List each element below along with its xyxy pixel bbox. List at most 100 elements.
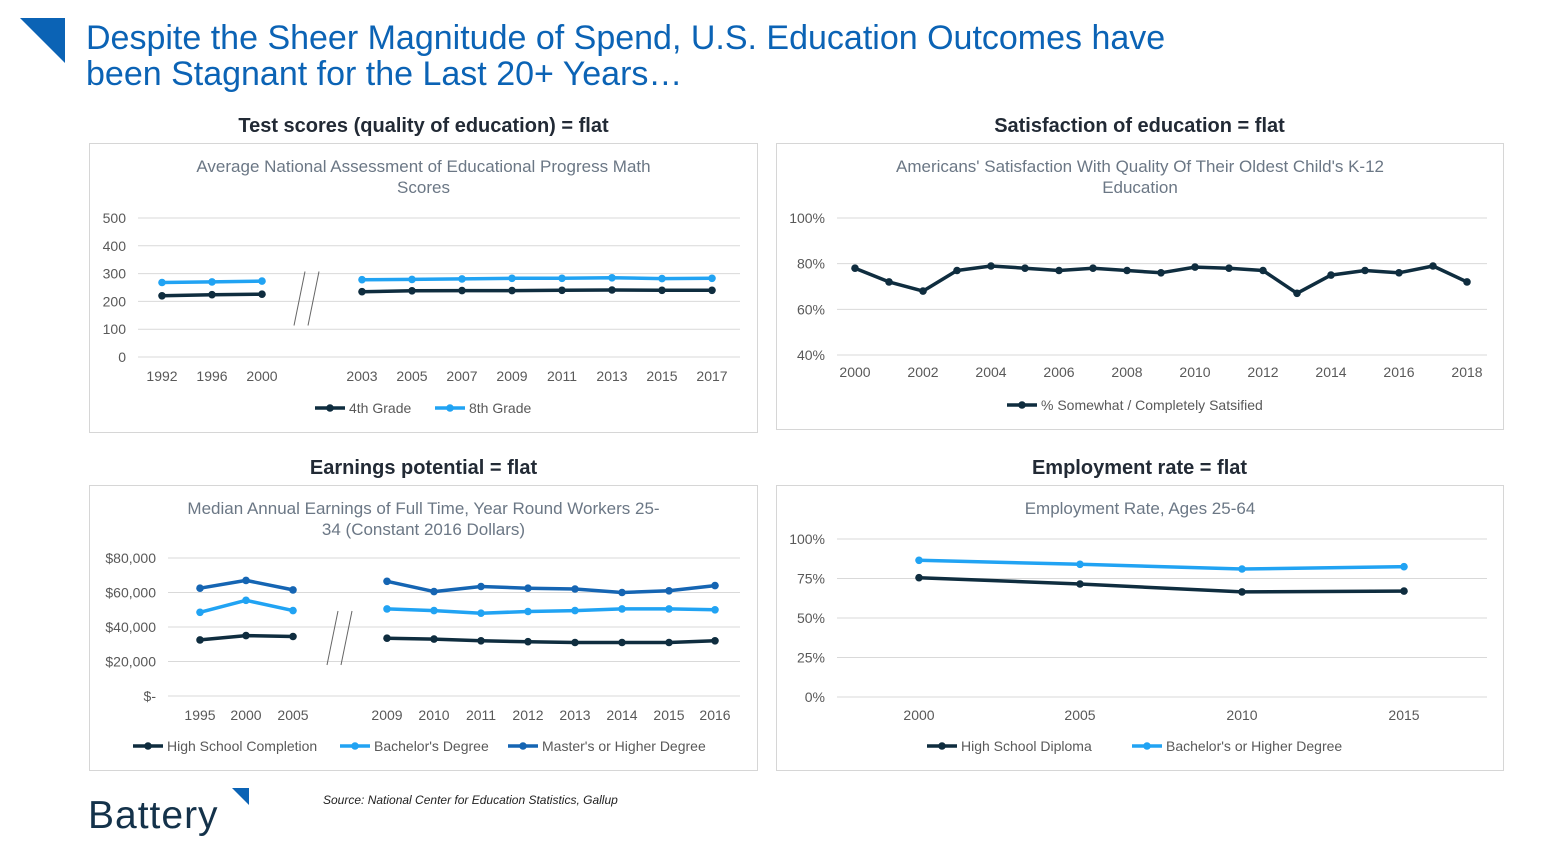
data-point bbox=[158, 292, 166, 300]
data-point bbox=[258, 277, 266, 285]
data-point bbox=[1293, 289, 1301, 298]
chart-satisfaction: Americans' Satisfaction With Quality Of … bbox=[789, 157, 1487, 413]
axis-break-mark bbox=[293, 271, 306, 326]
x-tick-label: 2013 bbox=[559, 707, 590, 723]
x-tick-label: 2013 bbox=[596, 368, 627, 384]
data-point bbox=[358, 287, 366, 296]
data-point bbox=[711, 606, 719, 614]
series-line bbox=[361, 288, 712, 294]
legend-swatch-marker bbox=[446, 404, 454, 412]
data-point bbox=[1225, 264, 1233, 272]
y-tick-label: $40,000 bbox=[105, 619, 156, 635]
x-tick-label: 1995 bbox=[184, 707, 215, 723]
x-tick-label: 2014 bbox=[1315, 364, 1346, 380]
data-point bbox=[1238, 565, 1246, 573]
chart-earnings: Median Annual Earnings of Full Time, Yea… bbox=[105, 499, 740, 754]
x-tick-label: 2016 bbox=[1383, 364, 1414, 380]
x-tick-label: 1996 bbox=[196, 368, 227, 384]
data-point bbox=[1429, 262, 1437, 270]
data-point bbox=[242, 631, 250, 640]
data-point bbox=[1191, 263, 1199, 271]
data-point bbox=[358, 275, 366, 284]
x-tick-label: 2005 bbox=[277, 707, 308, 723]
data-point bbox=[524, 584, 532, 592]
legend-swatch-marker bbox=[144, 742, 152, 750]
legend-label: 4th Grade bbox=[349, 400, 411, 416]
data-point bbox=[458, 286, 466, 295]
data-point bbox=[477, 582, 485, 591]
y-tick-label: 0 bbox=[118, 349, 126, 365]
y-tick-label: $20,000 bbox=[105, 654, 156, 670]
y-tick-label: 80% bbox=[797, 256, 825, 272]
x-tick-label: 2017 bbox=[696, 368, 727, 384]
data-point bbox=[1076, 580, 1084, 588]
x-tick-label: 2007 bbox=[446, 368, 477, 384]
chart-title-line: Education bbox=[1102, 178, 1178, 197]
series-line bbox=[361, 276, 713, 282]
axis-break-mark bbox=[340, 610, 353, 666]
data-point bbox=[1123, 266, 1131, 275]
legend-swatch-marker bbox=[1143, 742, 1151, 750]
data-point bbox=[851, 264, 859, 272]
chart-title-line: Scores bbox=[397, 178, 450, 197]
data-point bbox=[618, 638, 626, 647]
corner-accent-triangle bbox=[20, 18, 65, 63]
x-tick-label: 1992 bbox=[146, 368, 177, 384]
data-point bbox=[1021, 264, 1029, 272]
data-point bbox=[1157, 269, 1165, 277]
data-point bbox=[196, 584, 204, 592]
data-point bbox=[665, 587, 673, 595]
y-tick-label: 25% bbox=[797, 650, 825, 666]
data-point bbox=[458, 275, 466, 283]
data-point bbox=[618, 605, 626, 613]
data-point bbox=[477, 637, 485, 645]
data-point bbox=[1238, 588, 1246, 596]
data-point bbox=[208, 278, 216, 286]
x-tick-label: 2000 bbox=[230, 707, 261, 723]
legend-swatch-marker bbox=[351, 742, 359, 750]
chart-box-earnings: Median Annual Earnings of Full Time, Yea… bbox=[89, 485, 758, 771]
y-tick-label: 75% bbox=[797, 571, 825, 587]
legend-label: Bachelor's or Higher Degree bbox=[1166, 738, 1342, 754]
data-point bbox=[571, 585, 579, 593]
series-line bbox=[386, 579, 716, 595]
y-tick-label: 100 bbox=[103, 321, 127, 337]
panel-heading-test-scores: Test scores (quality of education) = fla… bbox=[238, 115, 609, 137]
data-point bbox=[953, 266, 961, 275]
data-point bbox=[430, 587, 438, 596]
data-point bbox=[430, 606, 438, 615]
legend-swatch-marker bbox=[326, 404, 334, 412]
x-tick-label: 2010 bbox=[1179, 364, 1210, 380]
data-point bbox=[1400, 562, 1408, 571]
data-point bbox=[711, 581, 719, 590]
x-tick-label: 2002 bbox=[907, 364, 938, 380]
x-tick-label: 2018 bbox=[1451, 364, 1482, 380]
x-tick-label: 2000 bbox=[903, 707, 934, 723]
data-point bbox=[708, 286, 716, 295]
data-point bbox=[665, 638, 673, 647]
legend-label: % Somewhat / Completely Satsified bbox=[1041, 397, 1263, 413]
y-tick-label: 300 bbox=[103, 266, 127, 282]
x-tick-label: 2016 bbox=[699, 707, 730, 723]
x-tick-label: 2011 bbox=[547, 368, 577, 384]
data-point bbox=[658, 286, 666, 295]
y-tick-label: $80,000 bbox=[105, 550, 156, 566]
data-point bbox=[618, 588, 626, 597]
x-tick-label: 2010 bbox=[418, 707, 449, 723]
x-tick-label: 2000 bbox=[246, 368, 277, 384]
y-tick-label: 100% bbox=[789, 531, 825, 547]
chart-box-employment: Employment Rate, Ages 25-64 0% 25% 50% 75% 10… bbox=[776, 485, 1504, 771]
data-point bbox=[289, 606, 297, 615]
data-point bbox=[158, 278, 166, 287]
data-point bbox=[665, 605, 673, 613]
data-point bbox=[383, 634, 391, 642]
x-tick-label: 2014 bbox=[606, 707, 637, 723]
data-point bbox=[1400, 587, 1408, 595]
x-tick-label: 2011 bbox=[466, 707, 496, 723]
chart-title-line: Employment Rate, Ages 25-64 bbox=[1025, 499, 1256, 518]
y-tick-label: $60,000 bbox=[105, 585, 156, 601]
data-point bbox=[571, 606, 579, 615]
data-point bbox=[408, 287, 416, 295]
data-point bbox=[915, 556, 923, 565]
data-point bbox=[571, 638, 579, 647]
